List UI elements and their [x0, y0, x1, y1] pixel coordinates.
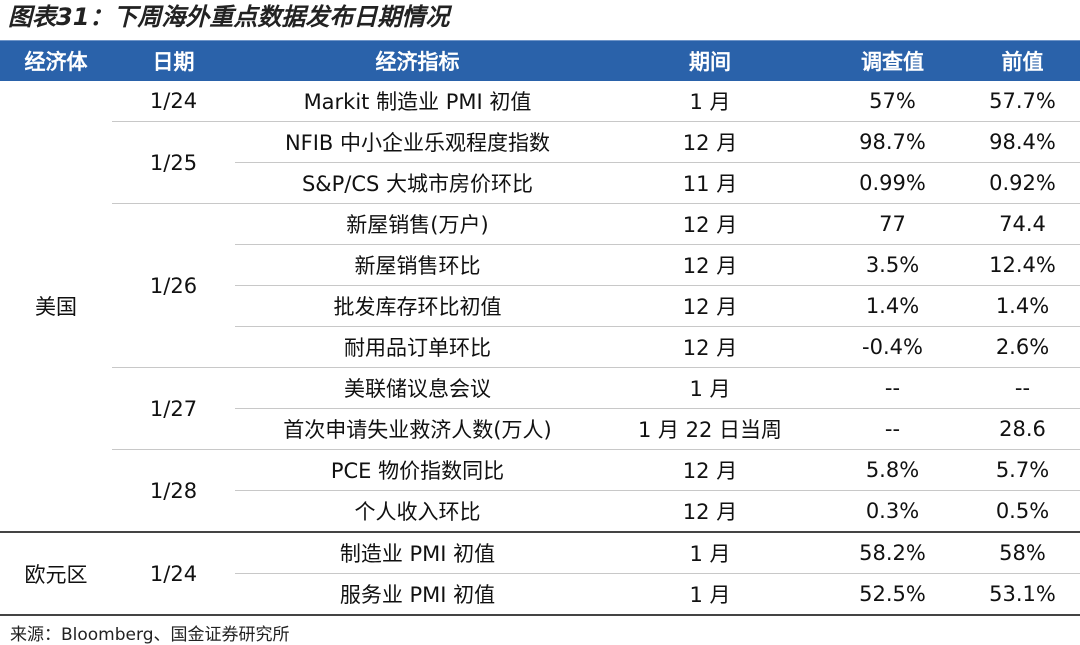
header-row: 经济体 日期 经济指标 期间 调查值 前值 [0, 40, 1080, 81]
table-row: 欧元区 1/24 制造业 PMI 初值 1 月 58.2% 58% [0, 532, 1080, 616]
header-cell: 调查值 [820, 40, 965, 81]
survey-value-cell: -- [820, 367, 965, 409]
period-cell: 1 月 22 日当周 [600, 408, 820, 450]
date-cell: 1/26 [112, 203, 235, 368]
period-cell: 12 月 [600, 285, 820, 327]
previous-value-cell: 57.7% [965, 81, 1080, 122]
survey-value-cell: 98.7% [820, 121, 965, 163]
date-cell: 1/27 [112, 367, 235, 450]
table-row: 个人收入环比 12 月 0.3% 0.5% [0, 490, 1080, 533]
source: 来源：Bloomberg、国金证券研究所 [10, 625, 290, 645]
indicator-cell: 新屋销售环比 [235, 244, 600, 286]
survey-value-cell: 3.5% [820, 244, 965, 286]
period-cell: 1 月 [600, 81, 820, 122]
table-row: 新屋销售环比 12 月 3.5% 12.4% [0, 244, 1080, 286]
survey-value-cell: 52.5% [820, 573, 965, 616]
survey-value-cell: -0.4% [820, 326, 965, 368]
region-cell: 美国 [0, 81, 112, 533]
indicator-cell: 制造业 PMI 初值 [235, 532, 600, 574]
table-body: 美国 1/24 Markit 制造业 PMI 初值 1 月 57% 57.7% 1/25 NF… [0, 81, 1080, 616]
survey-value-cell: 77 [820, 203, 965, 245]
period-cell: 12 月 [600, 449, 820, 491]
survey-value-cell: 57% [820, 81, 965, 122]
previous-value-cell: -- [965, 367, 1080, 409]
survey-value-cell: 0.99% [820, 162, 965, 204]
table-row: 耐用品订单环比 12 月 -0.4% 2.6% [0, 326, 1080, 368]
survey-value-cell: 5.8% [820, 449, 965, 491]
previous-value-cell: 2.6% [965, 326, 1080, 368]
table-row: S&P/CS 大城市房价环比 11 月 0.99% 0.92% [0, 162, 1080, 204]
indicator-cell: S&P/CS 大城市房价环比 [235, 162, 600, 204]
indicator-cell: 耐用品订单环比 [235, 326, 600, 368]
previous-value-cell: 58% [965, 532, 1080, 574]
previous-value-cell: 74.4 [965, 203, 1080, 245]
table-row: 1/27 美联储议息会议 1 月 -- -- [0, 367, 1080, 450]
previous-value-cell: 1.4% [965, 285, 1080, 327]
table-row: 服务业 PMI 初值 1 月 52.5% 53.1% [0, 573, 1080, 616]
period-cell: 1 月 [600, 573, 820, 616]
indicator-cell: 服务业 PMI 初值 [235, 573, 600, 616]
period-cell: 12 月 [600, 244, 820, 286]
period-cell: 1 月 [600, 367, 820, 409]
date-cell: 1/24 [112, 532, 235, 616]
table-row: 1/25 NFIB 中小企业乐观程度指数 12 月 98.7% 98.4% [0, 121, 1080, 204]
period-cell: 12 月 [600, 121, 820, 163]
header-cell: 经济体 [0, 40, 112, 81]
header-cell: 期间 [600, 40, 820, 81]
previous-value-cell: 5.7% [965, 449, 1080, 491]
header-cell: 经济指标 [235, 40, 600, 81]
indicator-cell: 首次申请失业救济人数(万人) [235, 408, 600, 450]
period-cell: 11 月 [600, 162, 820, 204]
table-row: 首次申请失业救济人数(万人) 1 月 22 日当周 -- 28.6 [0, 408, 1080, 450]
previous-value-cell: 12.4% [965, 244, 1080, 286]
survey-value-cell: 1.4% [820, 285, 965, 327]
indicator-cell: Markit 制造业 PMI 初值 [235, 81, 600, 122]
table-row: 美国 1/24 Markit 制造业 PMI 初值 1 月 57% 57.7% [0, 81, 1080, 533]
indicator-cell: 批发库存环比初值 [235, 285, 600, 327]
table-row: 批发库存环比初值 12 月 1.4% 1.4% [0, 285, 1080, 327]
survey-value-cell: 58.2% [820, 532, 965, 574]
indicator-cell: 新屋销售(万户) [235, 203, 600, 245]
region-cell: 欧元区 [0, 532, 112, 616]
period-cell: 12 月 [600, 326, 820, 368]
survey-value-cell: 0.3% [820, 490, 965, 533]
previous-value-cell: 0.5% [965, 490, 1080, 533]
date-cell: 1/25 [112, 121, 235, 204]
previous-value-cell: 53.1% [965, 573, 1080, 616]
title: 图表31：下周海外重点数据发布日期情况 [8, 3, 450, 31]
previous-value-cell: 98.4% [965, 121, 1080, 163]
date-cell: 1/24 [112, 81, 235, 122]
period-cell: 12 月 [600, 490, 820, 533]
previous-value-cell: 0.92% [965, 162, 1080, 204]
indicator-cell: PCE 物价指数同比 [235, 449, 600, 491]
indicator-cell: 个人收入环比 [235, 490, 600, 533]
table-row: 1/26 新屋销售(万户) 12 月 77 74.4 [0, 203, 1080, 368]
previous-value-cell: 28.6 [965, 408, 1080, 450]
table-row: 1/28 PCE 物价指数同比 12 月 5.8% 5.7% [0, 449, 1080, 533]
header-cell: 前值 [965, 40, 1080, 81]
header-cell: 日期 [112, 40, 235, 81]
indicator-cell: 美联储议息会议 [235, 367, 600, 409]
period-cell: 1 月 [600, 532, 820, 574]
survey-value-cell: -- [820, 408, 965, 450]
period-cell: 12 月 [600, 203, 820, 245]
indicator-cell: NFIB 中小企业乐观程度指数 [235, 121, 600, 163]
table: 经济体 日期 经济指标 期间 调查值 前值 美国 1/24 Markit 制造业 PMI 初值… [0, 40, 1080, 616]
date-cell: 1/28 [112, 449, 235, 533]
